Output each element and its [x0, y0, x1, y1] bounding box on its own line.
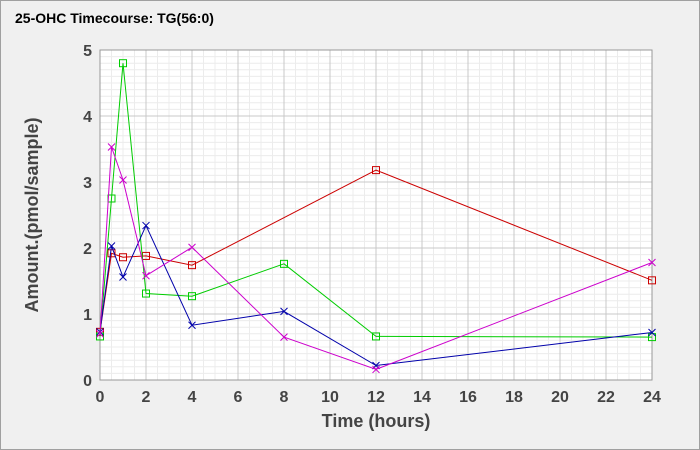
- data-point: [119, 59, 127, 68]
- data-point: [142, 271, 150, 280]
- y-tick-label: 2: [83, 241, 92, 258]
- x-tick-label: 8: [280, 389, 289, 406]
- y-tick-label: 5: [83, 43, 92, 60]
- data-point: [119, 253, 127, 262]
- data-point: [280, 333, 288, 341]
- data-point: [188, 261, 196, 270]
- x-tick-label: 0: [96, 389, 105, 406]
- data-point: [372, 332, 380, 341]
- plot-border: [99, 49, 653, 381]
- y-axis-label: Amount.(pmol/sample): [22, 117, 42, 312]
- x-axis-label: Time (hours): [322, 411, 431, 431]
- series-4: [96, 143, 656, 374]
- y-tick-label: 3: [83, 175, 92, 192]
- data-point: [188, 321, 196, 330]
- data-point: [280, 307, 288, 316]
- data-point: [107, 249, 116, 258]
- data-point: [119, 273, 127, 281]
- x-tick-label: 18: [505, 389, 523, 406]
- x-tick-label: 14: [413, 389, 431, 406]
- data-point: [188, 243, 196, 252]
- x-tick-label: 12: [367, 389, 385, 406]
- series-layer: [96, 59, 656, 374]
- data-point: [648, 328, 656, 337]
- x-tick-label: 16: [459, 389, 477, 406]
- data-point: [648, 276, 656, 285]
- chart-title: 25-OHC Timecourse: TG(56:0): [15, 10, 214, 26]
- series-line: [99, 63, 653, 338]
- series-line: [99, 146, 653, 370]
- data-point: [119, 176, 127, 184]
- data-point: [107, 143, 116, 151]
- x-tick-label: 6: [234, 389, 243, 406]
- series-line: [99, 169, 653, 332]
- data-point: [142, 221, 150, 230]
- data-point: [648, 258, 656, 267]
- y-tick-label: 4: [83, 109, 92, 126]
- y-tick-label: 0: [83, 373, 92, 390]
- x-tick-label: 22: [597, 389, 615, 406]
- x-tick-label: 20: [551, 389, 569, 406]
- data-point: [372, 365, 380, 374]
- data-point: [372, 166, 380, 175]
- data-point: [142, 289, 150, 298]
- data-point: [280, 259, 288, 268]
- series-line: [99, 224, 653, 367]
- x-tick-label: 2: [142, 389, 151, 406]
- y-axis-ticks: 0 1 2 3 4 5: [83, 43, 92, 390]
- x-tick-label: 24: [643, 389, 661, 406]
- data-point: [188, 292, 196, 301]
- x-tick-label: 4: [188, 389, 197, 406]
- x-tick-label: 10: [321, 389, 339, 406]
- data-point: [648, 333, 656, 342]
- data-point: [96, 329, 104, 338]
- data-point: [107, 242, 116, 250]
- x-axis-ticks: 0 2 4 6 8 10 12 14 16 18 20 22 24: [96, 389, 661, 406]
- y-tick-label: 1: [83, 307, 92, 324]
